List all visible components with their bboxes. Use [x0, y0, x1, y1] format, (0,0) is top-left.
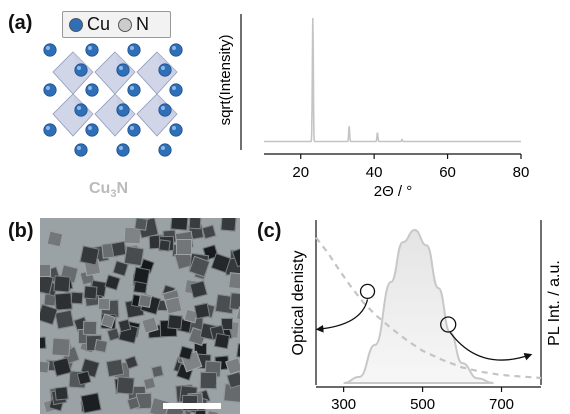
absorption-arrow	[315, 299, 369, 333]
xrd-x-tick-label: 20	[292, 164, 309, 181]
pl-arrow	[449, 332, 533, 361]
legend-label-cu: Cu	[87, 14, 111, 34]
cu-atom-highlight	[46, 46, 50, 50]
absorption-marker-circle	[359, 283, 376, 300]
legend-item-cu: Cu	[69, 14, 110, 35]
panel-label-c: (c)	[257, 220, 282, 242]
tem-image	[40, 218, 240, 414]
absorption-x-tick-label: 700	[489, 396, 514, 413]
cu-atom-highlight	[119, 66, 123, 70]
cu-atom-highlight	[161, 106, 165, 110]
cu-atom-highlight	[88, 46, 92, 50]
absorption-y-axis-label: Optical denisty	[290, 251, 307, 356]
cu-atom-highlight	[77, 146, 81, 150]
cu-atom-highlight	[172, 86, 176, 90]
n-dot-icon	[118, 17, 133, 32]
crystal-structure-illustration	[43, 43, 183, 157]
cu-atom-highlight	[161, 146, 165, 150]
xrd-x-tick-label: 80	[513, 164, 530, 181]
legend-item-n: N	[118, 14, 149, 35]
cu-atom-highlight	[130, 126, 134, 130]
cu-atom-highlight	[172, 46, 176, 50]
cu-atom-highlight	[119, 106, 123, 110]
absorption-x-tick-label: 500	[410, 396, 435, 413]
cu-atom-highlight	[46, 86, 50, 90]
pl-series-area	[343, 228, 494, 384]
scale-bar	[163, 403, 221, 409]
cu-atom-highlight	[119, 146, 123, 150]
cu-dot-icon	[69, 17, 83, 32]
xrd-x-tick-label: 60	[439, 164, 456, 181]
structure-legend: Cu N	[62, 11, 171, 38]
xrd-y-axis-label: sqrt(Intensity)	[217, 35, 234, 126]
panel-label-b: (b)	[8, 220, 34, 242]
pl-marker-circle	[440, 316, 457, 333]
cu-atom-highlight	[46, 126, 50, 130]
cu-atom-highlight	[88, 126, 92, 130]
cu-atom-highlight	[77, 66, 81, 70]
absorption-x-tick-label: 300	[331, 396, 356, 413]
legend-label-n: N	[136, 14, 150, 34]
cu-atom-highlight	[130, 86, 134, 90]
xrd-chart: 20 40 60 80 sqrt(Intensity) 2Θ / °	[217, 14, 530, 200]
xrd-x-tick-label: 40	[366, 164, 383, 181]
cu-atom-highlight	[172, 126, 176, 130]
xrd-x-axis-label: 2Θ / °	[374, 183, 413, 200]
cu-atom-highlight	[77, 106, 81, 110]
panel-label-a: (a)	[8, 12, 33, 34]
cu-atom-highlight	[130, 46, 134, 50]
xrd-series-line	[264, 17, 521, 143]
absorption-series-line	[315, 236, 542, 380]
cu-atom-highlight	[88, 86, 92, 90]
cu-atom-highlight	[161, 66, 165, 70]
formula-label: Cu3N	[89, 180, 129, 201]
pl-y-axis-label: PL Int. / a.u.	[546, 260, 563, 346]
